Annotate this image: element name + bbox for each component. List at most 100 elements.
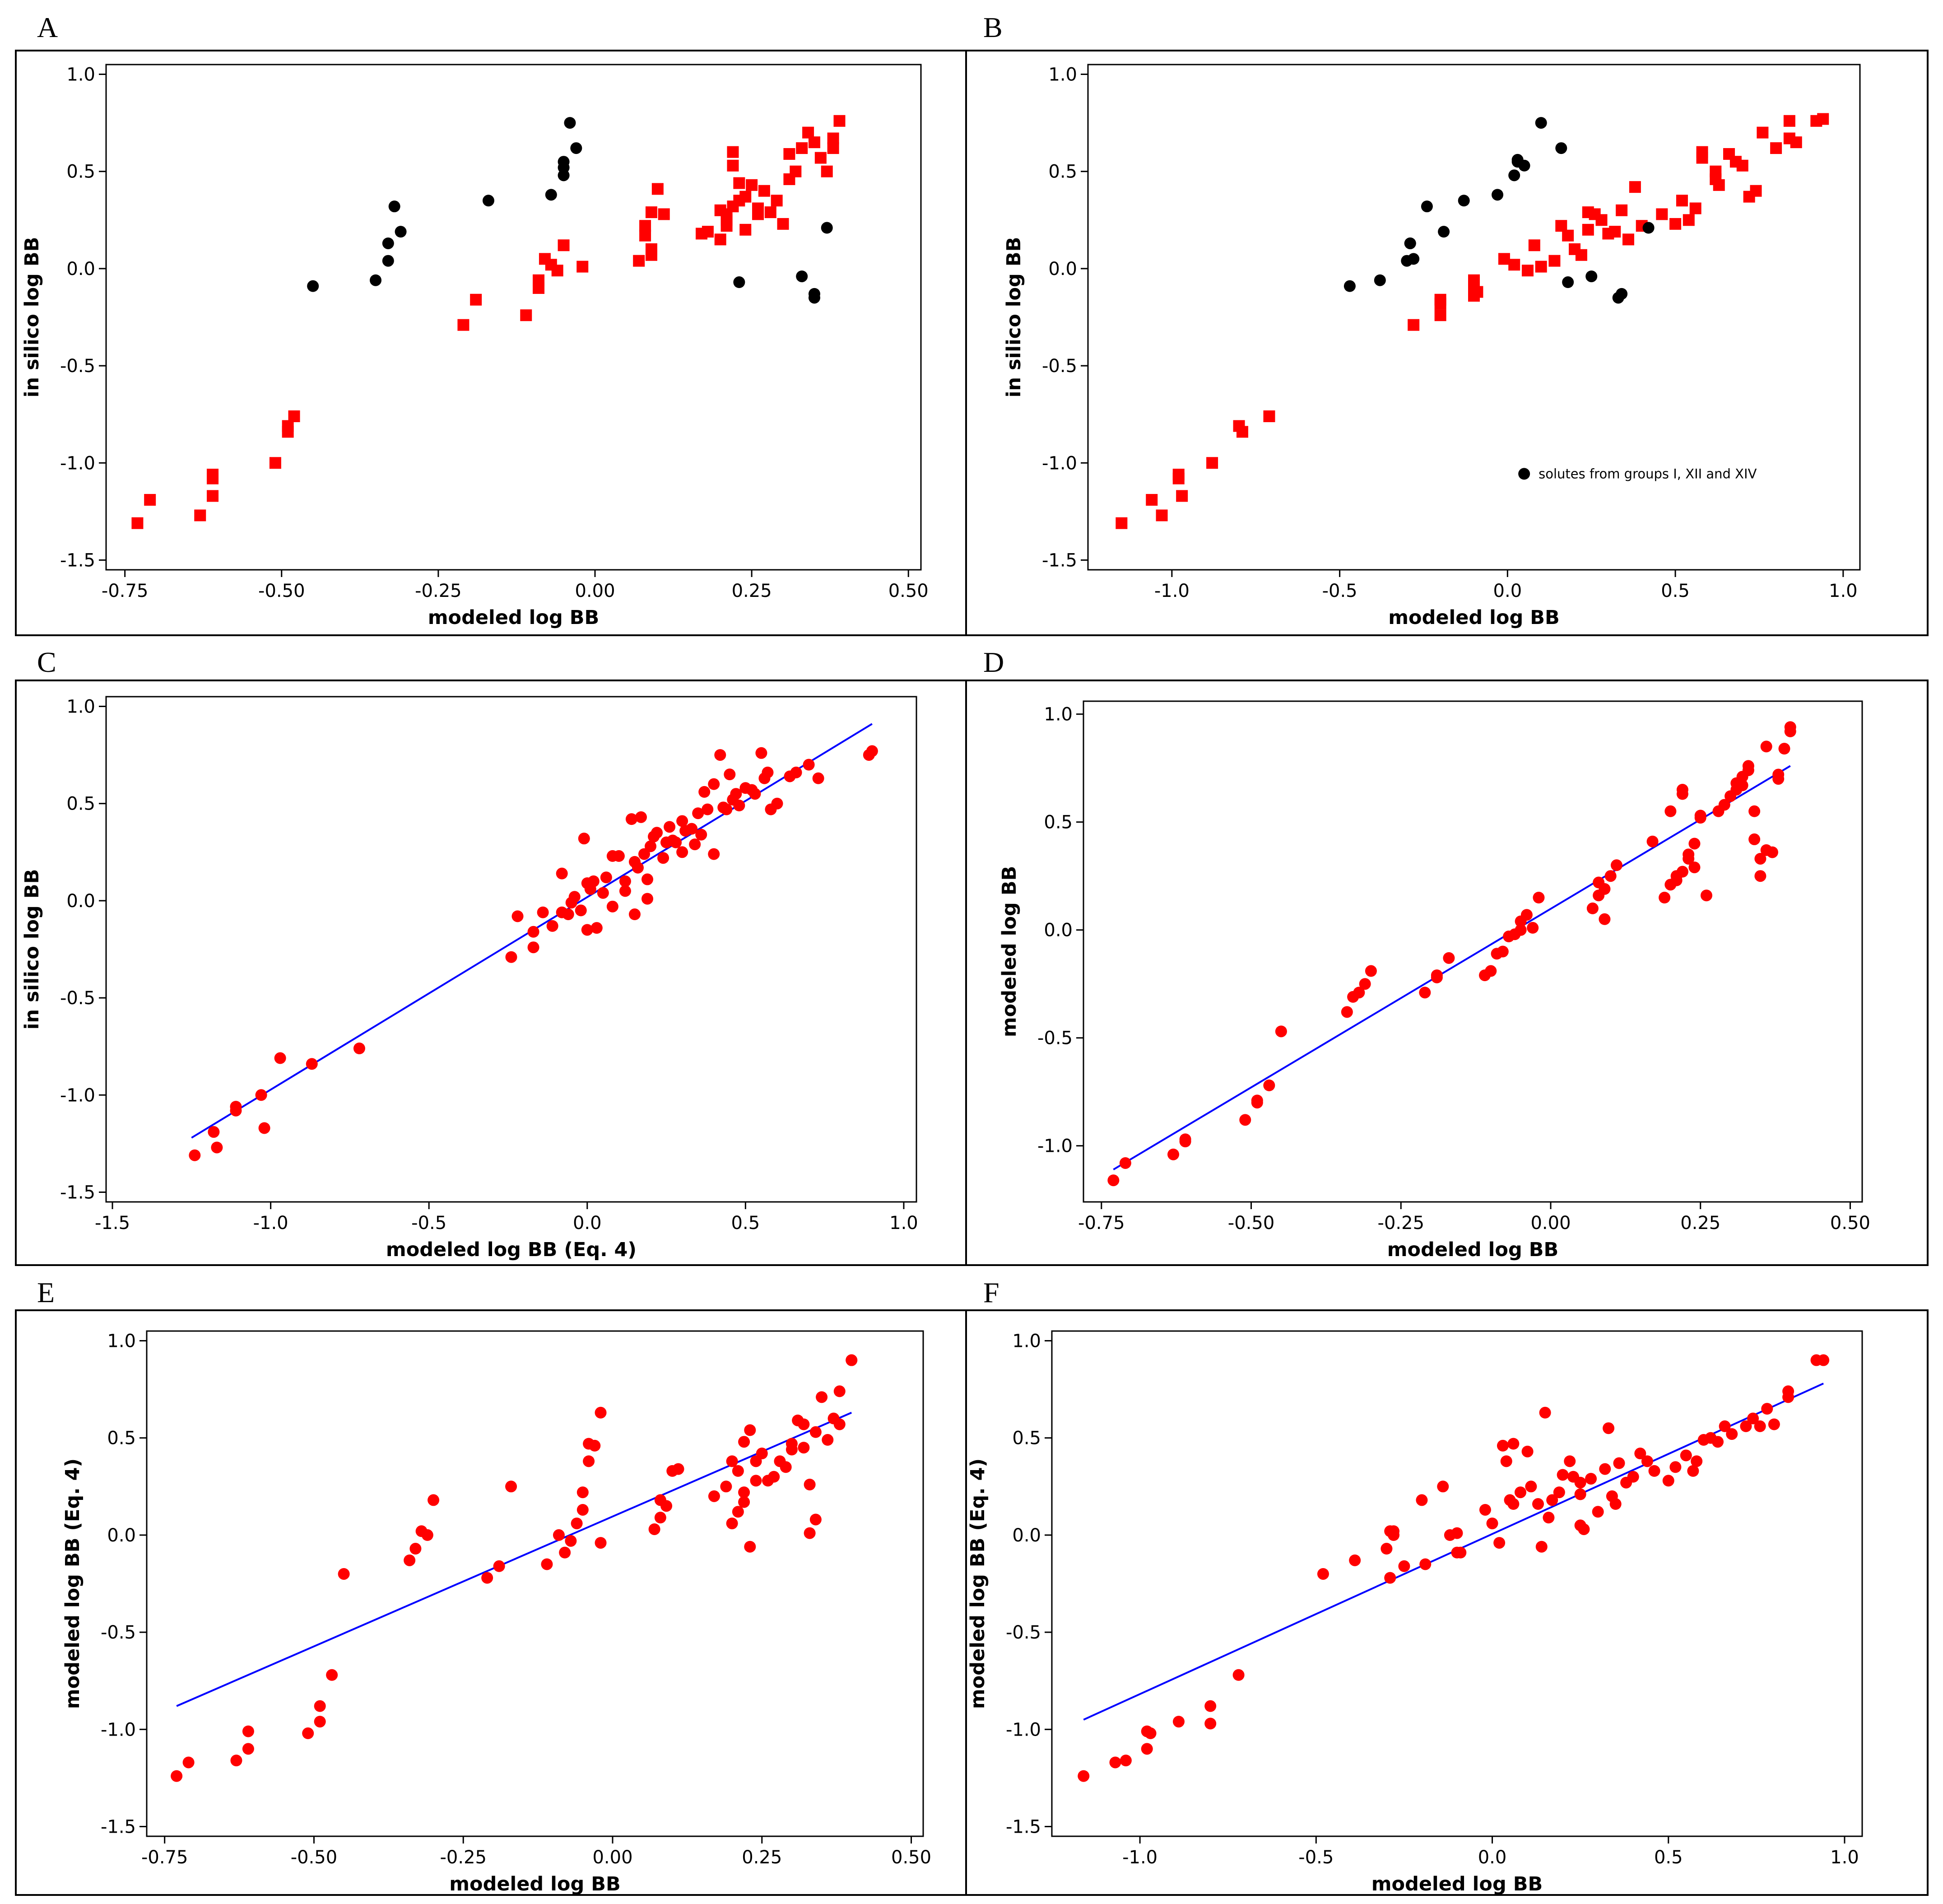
- x-tick-label: 0.0: [573, 1213, 602, 1234]
- data-point-circle: [1437, 1480, 1449, 1493]
- data-point-circle: [1443, 952, 1455, 964]
- y-tick-label: -1.0: [1006, 1719, 1041, 1740]
- data-point-circle: [803, 759, 815, 771]
- data-point-circle: [1514, 1486, 1526, 1499]
- data-point-circle: [1782, 1385, 1794, 1397]
- data-point-square: [808, 136, 820, 149]
- frame-row-3: [15, 1309, 1929, 1896]
- data-point-square: [1172, 469, 1185, 481]
- data-point-circle: [1543, 1512, 1555, 1524]
- data-point-circle: [1144, 1727, 1157, 1739]
- data-point-circle: [1585, 270, 1598, 283]
- data-point-square: [470, 293, 482, 306]
- data-point-square: [827, 132, 839, 144]
- data-point-square: [739, 223, 752, 236]
- data-point-circle: [1574, 1476, 1586, 1489]
- x-tick-label: -0.50: [1228, 1213, 1275, 1234]
- data-point-circle: [242, 1743, 254, 1755]
- data-point-circle: [762, 766, 774, 778]
- data-point-circle: [258, 1122, 270, 1134]
- y-tick-label: 0.5: [1012, 1428, 1041, 1449]
- data-point-circle: [738, 1436, 750, 1448]
- data-point-circle: [583, 1455, 595, 1467]
- data-point-circle: [595, 1537, 607, 1549]
- data-point-square: [1498, 253, 1510, 265]
- data-point-square: [1790, 136, 1802, 149]
- x-tick-label: -0.25: [1378, 1213, 1425, 1234]
- data-point-circle: [1768, 1418, 1780, 1430]
- data-point-circle: [1204, 1700, 1217, 1712]
- data-point-circle: [821, 222, 833, 234]
- data-point-square: [533, 282, 545, 294]
- data-point-circle: [1742, 760, 1754, 772]
- x-tick-label: -0.50: [291, 1847, 338, 1868]
- data-point-square: [1609, 226, 1621, 238]
- plot-area-f: [1051, 1330, 1863, 1837]
- data-point-circle: [1691, 1455, 1703, 1467]
- data-point-circle: [1507, 1438, 1520, 1450]
- data-point-circle: [421, 1529, 433, 1541]
- data-point-circle: [314, 1700, 326, 1712]
- data-point-circle: [738, 1496, 750, 1508]
- data-point-circle: [1616, 288, 1628, 300]
- data-point-circle: [1784, 721, 1796, 733]
- data-point-circle: [744, 1424, 756, 1436]
- y-axis-label: modeled log BB (Eq. 4): [967, 1458, 989, 1709]
- data-point-circle: [570, 142, 582, 154]
- panel-label-c: C: [37, 646, 56, 678]
- data-point-circle: [1317, 1568, 1329, 1580]
- data-point-circle: [724, 768, 736, 781]
- data-point-square: [771, 195, 783, 207]
- data-point-circle: [1263, 1079, 1275, 1091]
- x-axis-label: modeled log BB (Eq. 4): [386, 1238, 637, 1261]
- data-point-circle: [771, 797, 783, 810]
- data-point-circle: [589, 1439, 601, 1452]
- y-tick-label: 0.0: [1044, 920, 1073, 941]
- data-point-circle: [708, 778, 720, 790]
- data-point-circle: [720, 803, 733, 815]
- data-point-square: [1116, 517, 1128, 529]
- data-point-circle: [428, 1494, 440, 1506]
- x-tick-label: -0.75: [1078, 1213, 1125, 1234]
- data-point-circle: [556, 867, 568, 880]
- data-point-square: [131, 517, 144, 529]
- data-point-circle: [255, 1089, 267, 1101]
- data-point-circle: [708, 1490, 720, 1502]
- data-point-square: [1434, 298, 1446, 310]
- y-tick-label: 1.0: [66, 65, 95, 85]
- data-point-circle: [619, 875, 631, 887]
- data-point-square: [746, 179, 758, 191]
- x-tick-label: 0.0: [1478, 1847, 1507, 1868]
- panel-label-e: E: [37, 1276, 55, 1308]
- data-point-circle: [211, 1141, 223, 1154]
- data-point-circle: [1760, 844, 1772, 856]
- data-point-circle: [1515, 924, 1527, 936]
- data-point-circle: [780, 1461, 792, 1473]
- data-point-circle: [388, 200, 400, 213]
- data-point-circle: [1778, 743, 1790, 755]
- data-point-square: [207, 490, 219, 502]
- data-point-circle: [1349, 1554, 1361, 1566]
- data-point-circle: [816, 1391, 828, 1403]
- data-point-circle: [562, 908, 574, 921]
- data-point-circle: [809, 1513, 822, 1526]
- data-point-circle: [1642, 222, 1655, 234]
- data-point-circle: [1167, 1148, 1180, 1160]
- legend-label: solutes from groups I, XII and XIV: [1539, 466, 1757, 481]
- data-point-circle: [798, 1442, 810, 1454]
- data-point-circle: [314, 1716, 326, 1728]
- data-point-circle: [1648, 1465, 1660, 1477]
- data-point-square: [821, 165, 833, 177]
- data-point-circle: [738, 1486, 750, 1499]
- y-tick-label: 0.0: [107, 1525, 136, 1546]
- data-point-circle: [641, 873, 654, 885]
- data-point-circle: [1251, 1094, 1263, 1107]
- data-point-circle: [1141, 1743, 1153, 1755]
- data-point-circle: [493, 1560, 505, 1572]
- data-point-square: [739, 191, 752, 203]
- y-tick-label: 0.5: [1048, 162, 1077, 182]
- data-point-circle: [790, 766, 802, 778]
- data-point-square: [814, 152, 827, 164]
- chart-panel-a: -0.75 -0.50 -0.25 0.00 0.25 0.50 -1.5 -1.0 -0.5 0…: [21, 64, 929, 629]
- y-tick-label: 0.5: [66, 794, 95, 815]
